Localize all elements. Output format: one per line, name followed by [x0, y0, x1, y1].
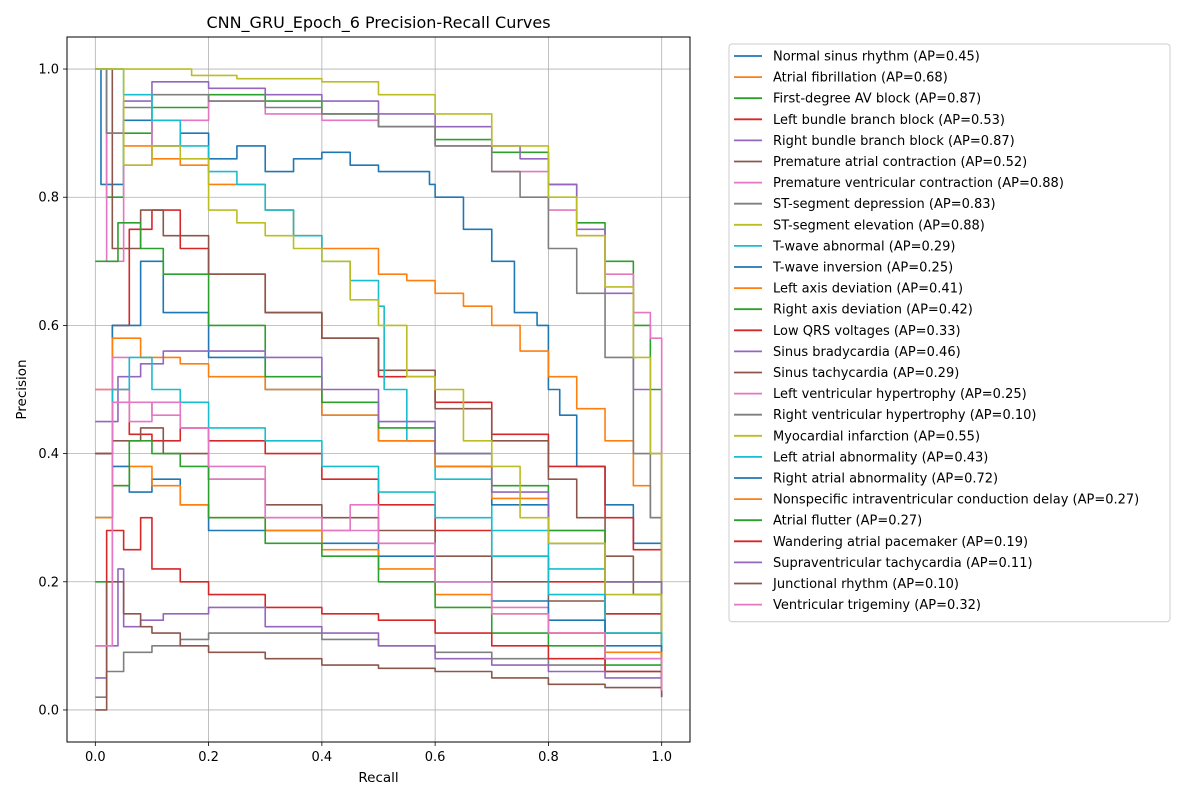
series-line-17 [95, 632, 663, 698]
plot-frame [66, 36, 691, 743]
legend-entry: Myocardial infarction (AP=0.55) [773, 429, 980, 444]
y-axis-label: Precision [14, 359, 30, 419]
x-tick-label: 0.0 [85, 750, 106, 765]
y-tick-label: 0.2 [38, 575, 59, 590]
legend-entry: Sinus tachycardia (AP=0.29) [773, 366, 959, 381]
legend-entry: ST-segment elevation (AP=0.88) [773, 218, 985, 233]
series-line-8 [95, 68, 663, 646]
y-tick-label: 0.8 [38, 191, 59, 206]
x-tick-label: 0.4 [312, 750, 333, 765]
series-line-1 [95, 68, 663, 582]
y-tick-label: 0.4 [38, 447, 59, 462]
y-tick-label: 0.0 [38, 703, 59, 718]
legend-entry: First-degree AV block (AP=0.87) [773, 92, 981, 107]
legend-entry: Premature ventricular contraction (AP=0.… [773, 176, 1064, 191]
legend-entry: Left atrial abnormality (AP=0.43) [773, 450, 988, 465]
x-tick-label: 0.2 [198, 750, 219, 765]
x-axis-label: Recall [358, 770, 398, 786]
legend-entry: Nonspecific intraventricular conduction … [773, 493, 1139, 508]
legend-entry: Right axis deviation (AP=0.42) [773, 303, 973, 318]
legend-entry: Left bundle branch block (AP=0.53) [773, 113, 1005, 128]
x-tick-label: 0.8 [538, 750, 559, 765]
legend: Normal sinus rhythm (AP=0.45) Atrial fibr… [728, 43, 1171, 623]
legend-entry: Ventricular trigeminy (AP=0.32) [773, 598, 981, 613]
series-lines [95, 68, 663, 711]
legend-entry: T-wave inversion (AP=0.25) [772, 261, 953, 276]
chart-title: CNN_GRU_Epoch_6 Precision-Recall Curves [206, 13, 550, 33]
series-line-25 [95, 580, 663, 711]
legend-entry: Junctional rhythm (AP=0.10) [772, 577, 959, 592]
y-tick-label: 0.6 [38, 319, 59, 334]
y-tick-label: 1.0 [38, 63, 59, 78]
legend-entry: Wandering atrial pacemaker (AP=0.19) [773, 535, 1028, 550]
axis-ticks: 0.0 0.2 0.4 0.6 0.8 1.0 0.0 0.2 0.4 0.6 0.8 1.0 [38, 63, 672, 765]
legend-entry: Normal sinus rhythm (AP=0.45) [773, 50, 980, 65]
legend-entry: Left axis deviation (AP=0.41) [773, 282, 963, 297]
series-line-18 [95, 68, 663, 659]
legend-frame [728, 43, 1171, 623]
series-line-26 [95, 401, 663, 691]
legend-entry: Right atrial abnormality (AP=0.72) [773, 472, 998, 487]
legend-entry: Atrial flutter (AP=0.27) [773, 514, 922, 529]
series-line-19 [95, 356, 663, 672]
legend-entry: Atrial fibrillation (AP=0.68) [773, 71, 948, 86]
series-line-22 [95, 439, 663, 691]
legend-entry: Right bundle branch block (AP=0.87) [773, 134, 1015, 149]
legend-entry: Left ventricular hypertrophy (AP=0.25) [773, 387, 1027, 402]
series-line-24 [95, 568, 663, 698]
legend-entry: Supraventricular tachycardia (AP=0.11) [773, 556, 1033, 571]
legend-entry: ST-segment depression (AP=0.83) [773, 197, 996, 212]
x-tick-label: 0.6 [425, 750, 446, 765]
legend-entry: Low QRS voltages (AP=0.33) [773, 324, 961, 339]
legend-entry: T-wave abnormal (AP=0.29) [772, 239, 955, 254]
x-tick-label: 1.0 [651, 750, 672, 765]
legend-entry: Right ventricular hypertrophy (AP=0.10) [773, 408, 1036, 423]
legend-entry: Premature atrial contraction (AP=0.52) [773, 155, 1027, 170]
legend-entry: Sinus bradycardia (AP=0.46) [773, 345, 961, 360]
